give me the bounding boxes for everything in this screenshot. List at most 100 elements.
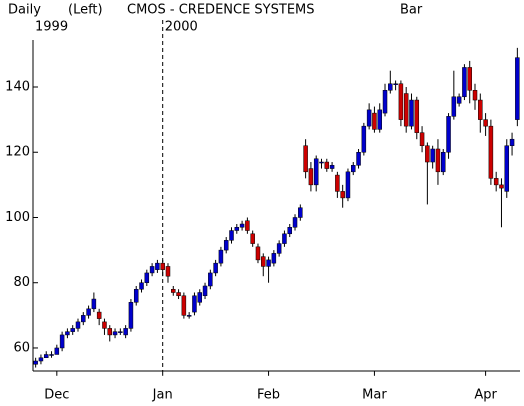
candle-body	[292, 217, 298, 228]
candle-body	[393, 83, 398, 85]
candle-body	[440, 151, 446, 173]
x-tick-label: Dec	[44, 388, 69, 403]
candle-body	[107, 328, 113, 336]
candle-body	[181, 295, 187, 316]
candle-body	[425, 145, 430, 163]
candle-body	[176, 292, 181, 297]
candle-body	[197, 292, 202, 303]
candle-body	[86, 308, 91, 316]
candle-body	[345, 171, 351, 199]
x-tick-label: Jan	[152, 388, 173, 403]
y-tick-label: 140	[5, 80, 30, 95]
candle-body	[229, 230, 234, 241]
year-label: 1999	[35, 20, 68, 35]
x-tick-label: Feb	[257, 388, 280, 403]
candle-body	[102, 321, 107, 329]
candle-body	[435, 148, 441, 173]
candle-body	[403, 93, 409, 127]
x-tick-label: Mar	[362, 388, 387, 403]
candle-body	[96, 311, 102, 319]
candle-body	[33, 360, 38, 365]
candle-body	[139, 282, 144, 290]
candle-body	[493, 178, 499, 186]
y-tick-label: 80	[13, 275, 30, 290]
candle-body	[382, 90, 388, 114]
candle-body	[149, 266, 155, 274]
candle-body	[335, 174, 340, 192]
candle-body	[223, 240, 229, 251]
candle-body	[488, 125, 494, 179]
candle-body	[319, 161, 324, 164]
candle-body	[81, 315, 86, 323]
header-period: Daily	[8, 3, 41, 18]
candle-body	[361, 125, 367, 153]
candle-body	[451, 96, 457, 117]
candle-body	[255, 246, 261, 261]
candle-body	[239, 223, 245, 228]
candle-body	[276, 243, 282, 254]
candle-body	[509, 138, 515, 146]
candle-body	[118, 331, 123, 333]
candle-body	[282, 233, 287, 244]
candle-body	[478, 99, 483, 120]
candle-body	[462, 67, 467, 98]
candle-body	[245, 220, 250, 231]
candle-body	[75, 321, 81, 329]
candle-body	[298, 207, 303, 218]
candle-body	[128, 302, 134, 329]
candle-body	[313, 158, 319, 186]
candle-body	[213, 262, 218, 274]
candle-body	[409, 99, 414, 127]
candle-body	[133, 289, 139, 303]
candle-body	[38, 357, 44, 362]
candle-body	[271, 253, 277, 264]
candle-body	[65, 331, 70, 336]
candle-body	[499, 184, 504, 189]
candle-body	[208, 272, 213, 287]
candle-body	[171, 289, 176, 293]
candle-body	[388, 83, 393, 91]
candle-body	[372, 112, 377, 130]
candle-body	[366, 109, 372, 127]
candle-body	[351, 165, 356, 173]
candle-body	[472, 90, 478, 101]
candle-body	[287, 227, 292, 235]
candle-body	[54, 347, 60, 355]
candle-body	[186, 315, 192, 317]
candle-body	[250, 233, 255, 244]
candle-body	[91, 298, 97, 310]
candle-body	[356, 151, 361, 166]
candle-body	[308, 168, 314, 186]
candle-body	[377, 109, 382, 130]
year-label: 2000	[165, 20, 198, 35]
candle-body	[329, 165, 335, 169]
candle-body	[123, 328, 128, 336]
candle-body	[112, 331, 118, 336]
candle-body	[144, 272, 150, 283]
candle-body	[515, 57, 520, 120]
header-axis: (Left)	[68, 3, 103, 18]
candle-body	[202, 285, 208, 297]
candle-body	[456, 96, 462, 104]
candle-body	[398, 83, 404, 120]
candle-body	[160, 262, 165, 270]
x-tick-label: Apr	[474, 388, 497, 403]
candle-body	[155, 262, 160, 270]
candle-body	[414, 99, 420, 133]
candle-body	[430, 148, 435, 163]
candle-body	[467, 67, 472, 91]
candle-body	[483, 119, 488, 127]
header-symbol: CMOS - CREDENCE SYSTEMS	[127, 3, 315, 18]
candle-body	[59, 334, 65, 349]
candle-body	[43, 354, 49, 359]
candle-body	[49, 354, 54, 356]
candle-body	[192, 295, 197, 313]
y-tick-label: 100	[5, 210, 30, 225]
y-tick-label: 60	[13, 340, 30, 355]
candle-body	[504, 145, 510, 192]
candle-body	[218, 249, 224, 264]
candle-body	[266, 259, 271, 267]
header-style: Bar	[400, 3, 423, 18]
candle-body	[261, 256, 266, 267]
